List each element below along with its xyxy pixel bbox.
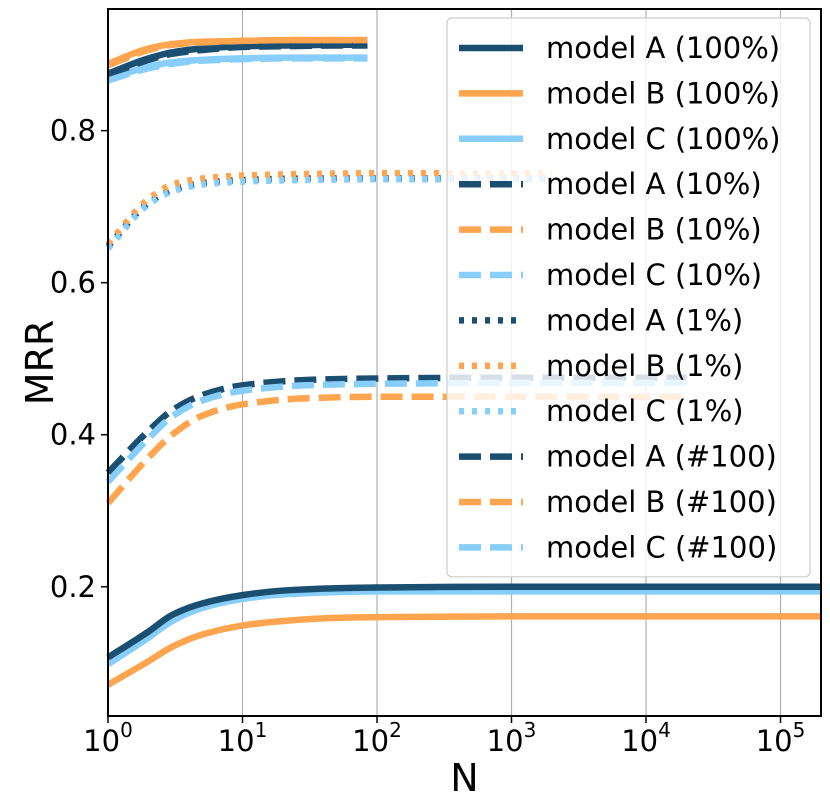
x-tick-exponent-2: 2 [389,718,402,742]
x-tick-label-3: 103 [487,718,537,758]
y-tick-label-2: 0.6 [50,266,96,300]
legend-label-0: model A (100%) [546,31,780,65]
x-tick-base-1: 10 [218,724,255,758]
x-tick-exponent-5: 5 [793,718,806,742]
legend-label-4: model B (10%) [546,213,762,247]
legend-label-11: model C (#100) [546,530,777,564]
x-tick-label-2: 102 [352,718,402,758]
x-tick-label-4: 104 [621,718,671,758]
x-axis-ticks: 100 101 102 103 104 105 [83,716,805,758]
series-line-4 [106,36,368,69]
legend: model A (100%) model B (100%) model C (100… [446,17,811,578]
series-line-3 [106,42,368,79]
legend-label-5: model C (10%) [546,258,762,292]
x-tick-label-0: 100 [83,718,133,758]
series-line-5 [107,55,368,84]
y-tick-label-1: 0.4 [50,418,96,452]
series-line-12 [106,588,821,668]
x-tick-base-3: 10 [487,724,524,758]
series-line-14 [106,613,821,688]
legend-label-8: model C (1%) [546,394,744,428]
x-axis-label: N [450,756,478,800]
x-tick-base-4: 10 [621,724,658,758]
legend-label-1: model B (100%) [546,76,780,110]
legend-label-9: model A (#100) [546,440,777,474]
legend-label-10: model B (#100) [546,485,777,519]
x-tick-base-2: 10 [352,724,389,758]
y-tick-label-3: 0.8 [50,114,96,148]
x-tick-exponent-3: 3 [524,718,537,742]
x-tick-exponent-1: 1 [255,718,268,742]
series-line-13 [106,583,821,661]
x-tick-exponent-4: 4 [658,718,671,742]
y-tick-label-0: 0.2 [50,570,96,604]
x-tick-base-5: 10 [756,724,793,758]
legend-label-6: model A (1%) [546,303,743,337]
legend-label-2: model C (100%) [546,122,781,156]
legend-box [446,17,811,578]
x-tick-label-5: 105 [756,718,806,758]
legend-label-7: model B (1%) [546,349,743,383]
x-tick-exponent-0: 0 [120,718,133,742]
y-axis-ticks: 0.2 0.4 0.6 0.8 [50,114,108,604]
legend-label-3: model A (10%) [546,167,762,201]
x-tick-base-0: 10 [83,724,120,758]
y-axis-label: MRR [18,320,62,406]
x-tick-label-1: 101 [218,718,268,758]
plot-frame [107,8,822,717]
